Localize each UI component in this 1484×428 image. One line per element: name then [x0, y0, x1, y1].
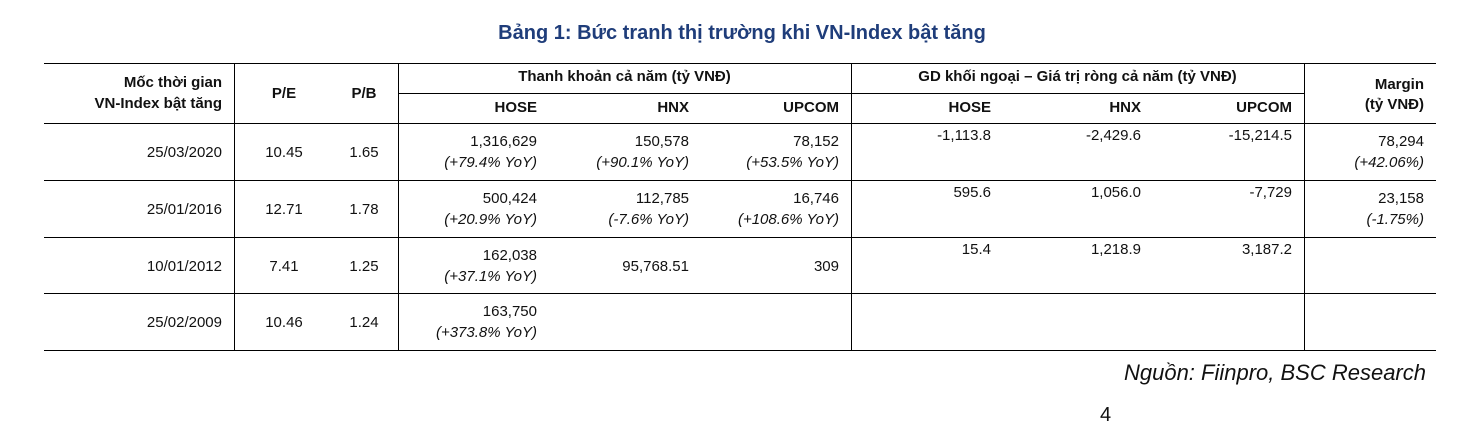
table-cell-for-upcom: -15,214.5 — [1228, 127, 1292, 144]
table-title: Bảng 1: Bức tranh thị trường khi VN-Inde… — [498, 22, 986, 44]
table-cell-liq-hose: 163,750 — [482, 303, 537, 320]
table-cell-for-hose: -1,113.8 — [937, 127, 991, 144]
table-cell-liq-hnx: 150,578 — [634, 133, 689, 150]
table-cell-pb: 1.65 — [349, 144, 379, 161]
table-cell-liq-hnx-yoy: (+90.1% YoY) — [596, 154, 689, 171]
table-cell-liq-hnx: 112,785 — [635, 190, 689, 207]
header-for-upcom: UPCOM — [1236, 99, 1292, 116]
header-foreign-group: GD khối ngoại – Giá trị ròng cả năm (tỷ … — [918, 68, 1237, 85]
table-cell-liq-upcom: 16,746 — [793, 190, 839, 207]
table-cell-for-hose: 15.4 — [961, 241, 991, 258]
header-margin-line2: (tỷ VNĐ) — [1364, 96, 1424, 113]
table-cell-for-hnx: -2,429.6 — [1085, 127, 1141, 144]
table-cell-margin: 78,294 — [1378, 133, 1424, 150]
table-row-date: 25/02/2009 — [146, 314, 222, 331]
source-note: Nguồn: Fiinpro, BSC Research — [1123, 360, 1426, 385]
table-cell-pb: 1.25 — [349, 258, 379, 275]
table-cell-pb: 1.24 — [349, 314, 379, 331]
table-cell-pe: 12.71 — [265, 201, 303, 218]
table-cell-pb: 1.78 — [349, 201, 379, 218]
table-cell-for-upcom: -7,729 — [1249, 184, 1292, 201]
table-row-date: 25/01/2016 — [146, 201, 222, 218]
table-cell-margin-yoy: (-1.75%) — [1366, 211, 1424, 228]
table-cell-liq-hose-yoy: (+20.9% YoY) — [444, 211, 537, 228]
header-date-line1: Mốc thời gian — [123, 74, 222, 91]
table-cell-for-hose: 595.6 — [953, 184, 991, 201]
table-cell-pe: 7.41 — [269, 258, 299, 275]
header-pb: P/B — [351, 85, 377, 102]
table-cell-pe: 10.45 — [265, 144, 303, 161]
table-cell-liq-hose-yoy: (+373.8% YoY) — [435, 324, 537, 341]
table-cell-margin-yoy: (+42.06%) — [1354, 154, 1424, 171]
table-cell-for-hnx: 1,218.9 — [1090, 241, 1141, 258]
table-cell-margin: 23,158 — [1378, 190, 1424, 207]
table-cell-for-hnx: 1,056.0 — [1090, 184, 1141, 201]
header-margin-line1: Margin — [1374, 76, 1424, 93]
table-cell-liq-hose-yoy: (+79.4% YoY) — [444, 154, 537, 171]
header-pe: P/E — [271, 85, 297, 102]
table-cell-liq-upcom: 309 — [813, 258, 839, 275]
table-cell-liq-hnx-yoy: (-7.6% YoY) — [608, 211, 689, 228]
market-table: Mốc thời gian VN-Index bật tăng P/E P/B … — [44, 63, 1436, 351]
table-cell-liq-hose-yoy: (+37.1% YoY) — [444, 268, 537, 285]
table-cell-liq-upcom-yoy: (+53.5% YoY) — [746, 154, 839, 171]
header-liquidity-group: Thanh khoản cả năm (tỷ VNĐ) — [518, 68, 731, 85]
page-number: 4 — [1100, 404, 1112, 426]
header-for-hose: HOSE — [948, 99, 991, 116]
header-liq-hose: HOSE — [494, 99, 537, 116]
table-row-date: 25/03/2020 — [146, 144, 222, 161]
table-cell-liq-hose: 162,038 — [482, 247, 537, 264]
table-cell-pe: 10.46 — [265, 314, 303, 331]
table-cell-liq-upcom-yoy: (+108.6% YoY) — [737, 211, 839, 228]
header-liq-hnx: HNX — [657, 99, 689, 116]
table-cell-liq-hnx: 95,768.51 — [622, 258, 689, 275]
table-cell-for-upcom: 3,187.2 — [1241, 241, 1292, 258]
table-cell-liq-hose: 1,316,629 — [470, 133, 537, 150]
header-for-hnx: HNX — [1109, 99, 1141, 116]
table-cell-liq-upcom: 78,152 — [793, 133, 839, 150]
table-row-date: 10/01/2012 — [146, 258, 222, 275]
header-liq-upcom: UPCOM — [783, 99, 839, 116]
table-cell-liq-hose: 500,424 — [482, 190, 537, 207]
header-date-line2: VN-Index bật tăng — [94, 95, 222, 112]
